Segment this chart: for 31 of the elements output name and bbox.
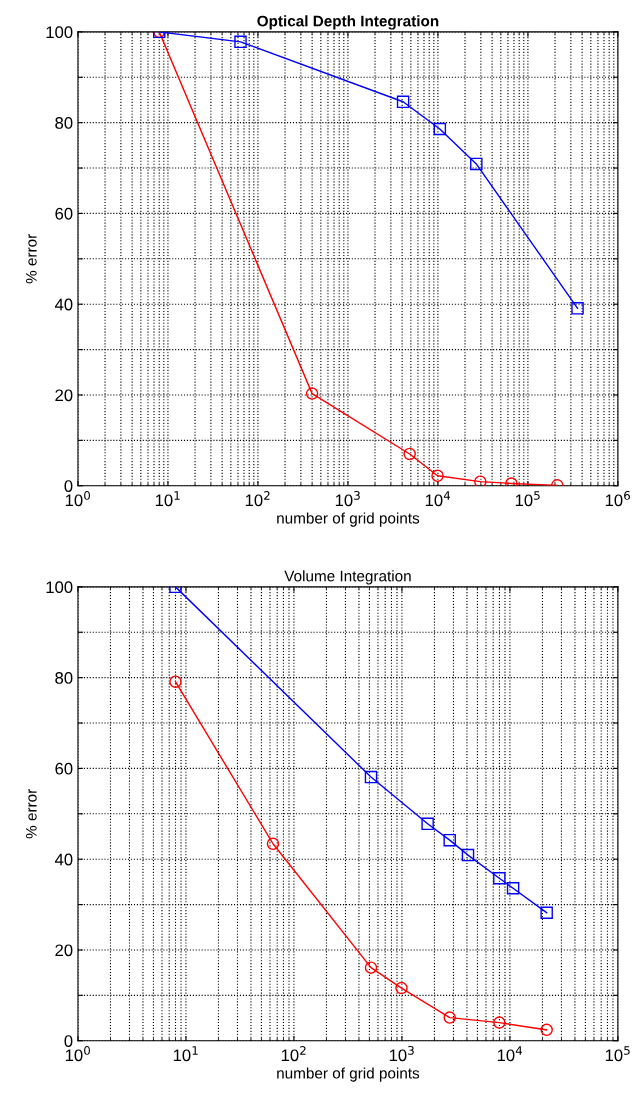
x-tick-label: 10$^{5}$	[515, 491, 540, 507]
y-tick-label: 100	[46, 26, 73, 39]
chart-title: Volume Integration	[284, 570, 411, 585]
x-tick-label: 10$^{6}$	[605, 491, 630, 507]
y-axis-title: % error	[25, 789, 37, 839]
y-tick-label: 60	[55, 207, 73, 220]
y-tick-label: 80	[55, 117, 73, 129]
y-tick-label: 20	[55, 389, 73, 402]
y-tick-label: 0	[64, 1035, 73, 1047]
chart-title: Optical Depth Integration	[257, 15, 439, 30]
x-axis-title: number of grid points	[277, 512, 420, 527]
y-tick-label: 40	[54, 853, 73, 866]
y-axis-title: % error	[25, 234, 37, 284]
x-tick-label: 10$^{1}$	[155, 491, 180, 507]
y-tick-label: 80	[55, 672, 73, 684]
x-tick-label: 10$^{1}$	[173, 1046, 198, 1062]
y-tick-label: 100	[46, 581, 73, 594]
x-tick-label: 10$^{2}$	[245, 491, 270, 507]
x-tick-label: 10$^{3}$	[389, 1046, 414, 1062]
x-tick-label: 10$^{2}$	[281, 1046, 306, 1062]
y-tick-label: 0	[64, 480, 73, 492]
x-tick-label: 10$^{0}$	[65, 1046, 90, 1062]
x-tick-label: 10$^{5}$	[605, 1046, 630, 1062]
y-tick-label: 60	[55, 762, 73, 775]
y-tick-label: 20	[55, 944, 73, 957]
x-tick-label: 10$^{4}$	[497, 1046, 523, 1062]
y-tick-label: 40	[54, 298, 73, 311]
x-tick-label: 10$^{0}$	[65, 491, 90, 507]
x-tick-label: 10$^{4}$	[425, 491, 451, 507]
x-tick-label: 10$^{3}$	[335, 491, 360, 507]
x-axis-title: number of grid points	[277, 1067, 420, 1082]
